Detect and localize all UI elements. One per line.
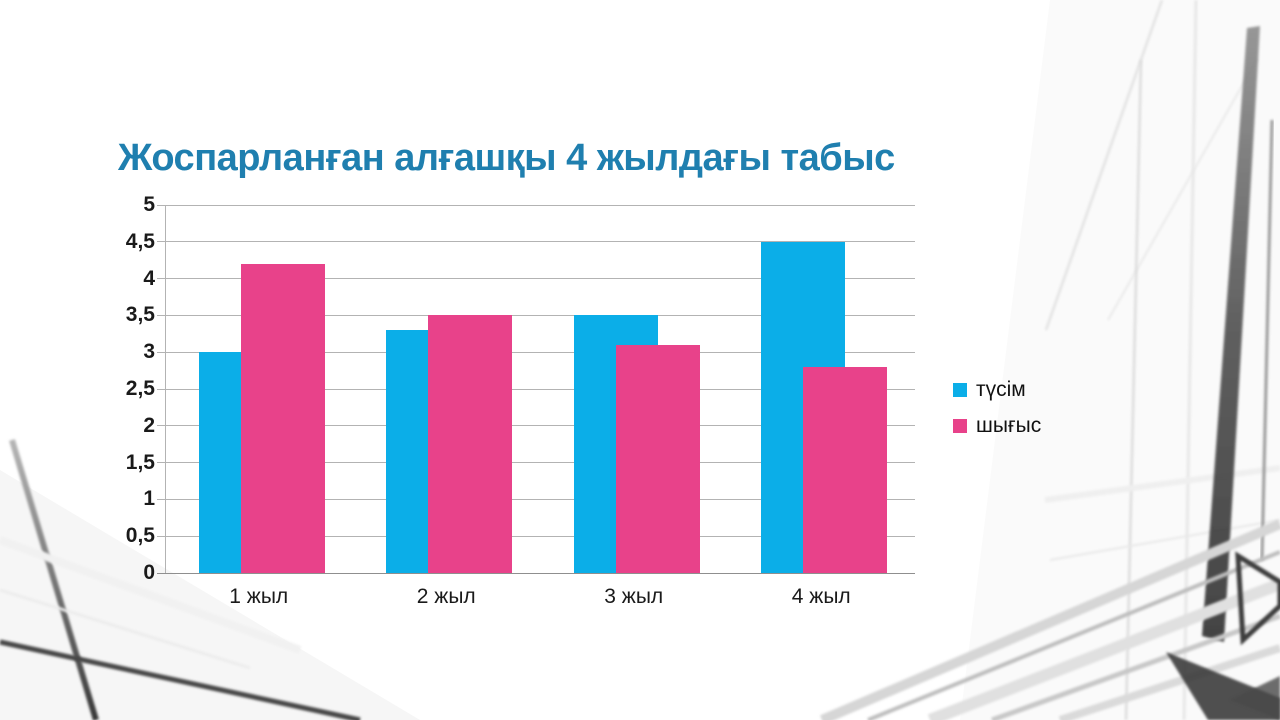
background-beam: [9, 439, 99, 720]
x-axis-line: [157, 572, 915, 574]
x-axis-label: 4 жыл: [791, 585, 851, 608]
legend-item: шығыс: [953, 414, 1041, 438]
legend-swatch: [953, 419, 967, 433]
y-axis-label: 3,5: [125, 303, 155, 327]
grid-line: [157, 425, 915, 427]
legend-swatch: [953, 383, 967, 397]
y-axis-label: 2: [143, 413, 155, 437]
grid-line: [157, 388, 915, 390]
background-dark-bar: [1202, 26, 1260, 642]
y-axis-label: 5: [143, 193, 155, 216]
grid-line: [157, 278, 915, 280]
y-axis-label: 0,5: [125, 524, 155, 548]
bar-шығыс: [615, 344, 700, 573]
y-axis-label: 4,5: [125, 229, 155, 253]
y-axis-label: 4: [143, 266, 155, 290]
grid-line: [157, 498, 915, 500]
grid-line: [157, 535, 915, 537]
grid-line: [157, 351, 915, 353]
legend-item: түсім: [953, 378, 1041, 402]
bar-шығыс: [803, 366, 887, 573]
y-axis-label: 0: [143, 561, 155, 584]
grid-line: [157, 204, 915, 206]
chart-legend: түсім шығыс: [953, 378, 1041, 438]
bar-шығыс: [240, 263, 325, 573]
legend-label: түсім: [976, 378, 1026, 401]
grid-line: [157, 462, 915, 464]
x-axis-label: 2 жыл: [416, 585, 476, 608]
background-wash: [960, 0, 1280, 720]
legend-label: шығыс: [976, 414, 1042, 437]
bar-шығыс: [428, 315, 512, 573]
background-beam: [0, 639, 361, 720]
y-axis-label: 3: [143, 340, 155, 364]
y-axis-label: 1,5: [125, 450, 155, 474]
y-axis-label: 1: [143, 487, 155, 511]
y-axis-label: 2,5: [125, 377, 155, 400]
y-axis-line: [165, 205, 166, 573]
background-wash-left: [0, 470, 420, 720]
grid-line: [157, 241, 915, 243]
x-axis-label: 1 жыл: [229, 585, 289, 608]
x-axis-label: 3 жыл: [604, 585, 664, 608]
grid-line: [157, 314, 915, 316]
slide-title: Жоспарланған алғашқы 4 жылдағы табыс: [118, 137, 895, 180]
